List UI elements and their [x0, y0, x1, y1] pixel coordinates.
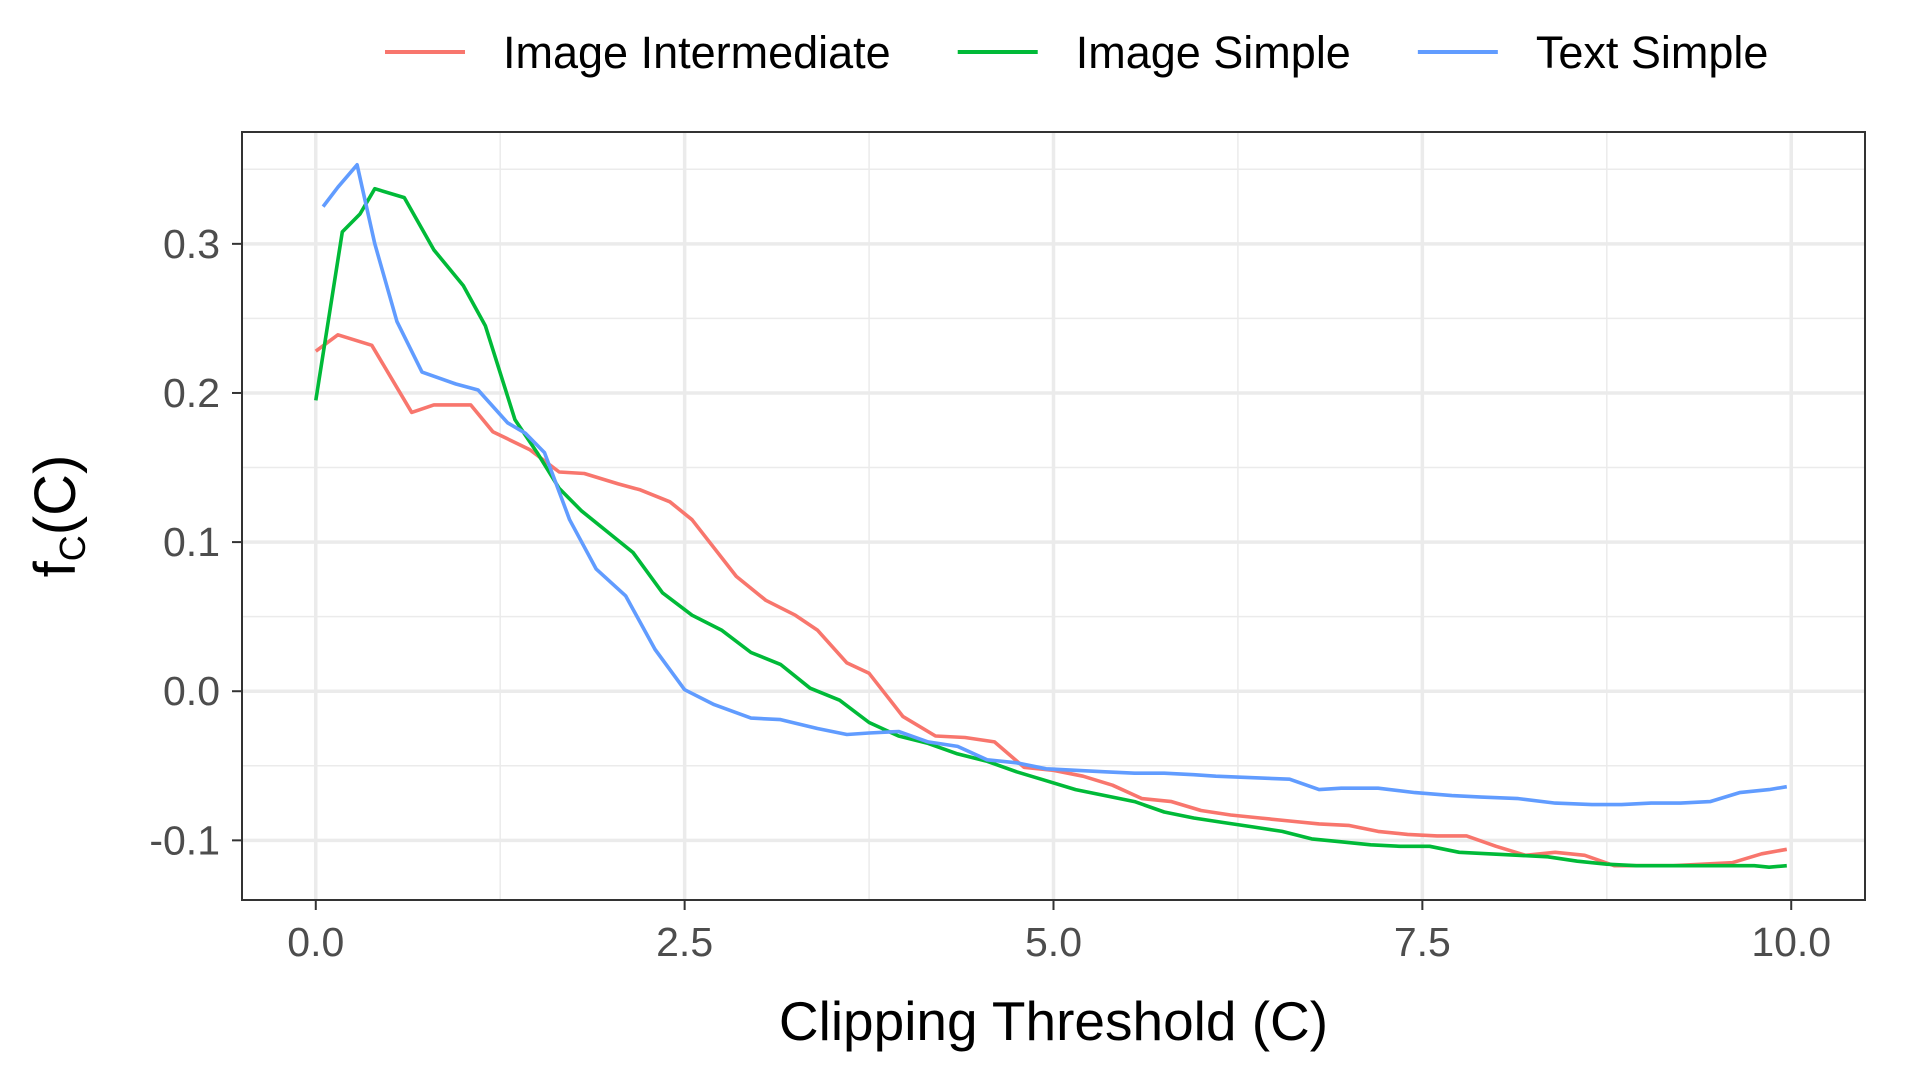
x-tick-label: 2.5 — [656, 919, 713, 965]
legend-label: Text Simple — [1536, 27, 1769, 78]
y-tick-label: 0.2 — [163, 370, 220, 416]
y-axis-title-base: f — [23, 560, 88, 577]
x-tick-label: 10.0 — [1751, 919, 1831, 965]
x-tick-label: 0.0 — [287, 919, 344, 965]
legend: Image Intermediate Image Simple Text Simpl… — [385, 27, 1768, 78]
x-tick-label: 5.0 — [1025, 919, 1082, 965]
x-axis-title: Clipping Threshold (C) — [779, 990, 1328, 1052]
legend-item-text-simple: Text Simple — [1417, 27, 1769, 78]
y-tick-label: 0.3 — [163, 221, 220, 267]
series-layer — [314, 163, 1788, 869]
y-axis-title-subscript: C — [52, 535, 93, 561]
x-axis: 0.0 2.5 5.0 7.5 10.0 — [287, 900, 1831, 965]
legend-label: Image Simple — [1076, 27, 1351, 78]
legend-item-image-intermediate: Image Intermediate — [385, 27, 891, 78]
legend-item-image-simple: Image Simple — [957, 27, 1351, 78]
gridlines — [242, 132, 1865, 900]
y-tick-label: 0.1 — [163, 519, 220, 565]
legend-label: Image Intermediate — [503, 27, 891, 78]
y-tick-label: -0.1 — [149, 817, 220, 863]
series-line-image-simple — [314, 186, 1787, 869]
y-axis: -0.1 0.0 0.1 0.2 0.3 — [149, 221, 242, 863]
y-tick-label: 0.0 — [163, 668, 220, 714]
x-tick-label: 7.5 — [1394, 919, 1451, 965]
series-line-text-simple — [321, 163, 1788, 807]
y-axis-title: fC(C) — [23, 455, 93, 578]
y-axis-title-suffix: (C) — [23, 455, 88, 536]
